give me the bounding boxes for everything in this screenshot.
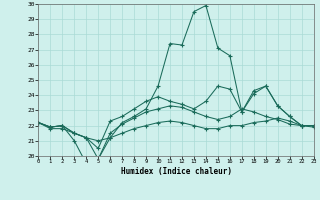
X-axis label: Humidex (Indice chaleur): Humidex (Indice chaleur) [121,167,231,176]
